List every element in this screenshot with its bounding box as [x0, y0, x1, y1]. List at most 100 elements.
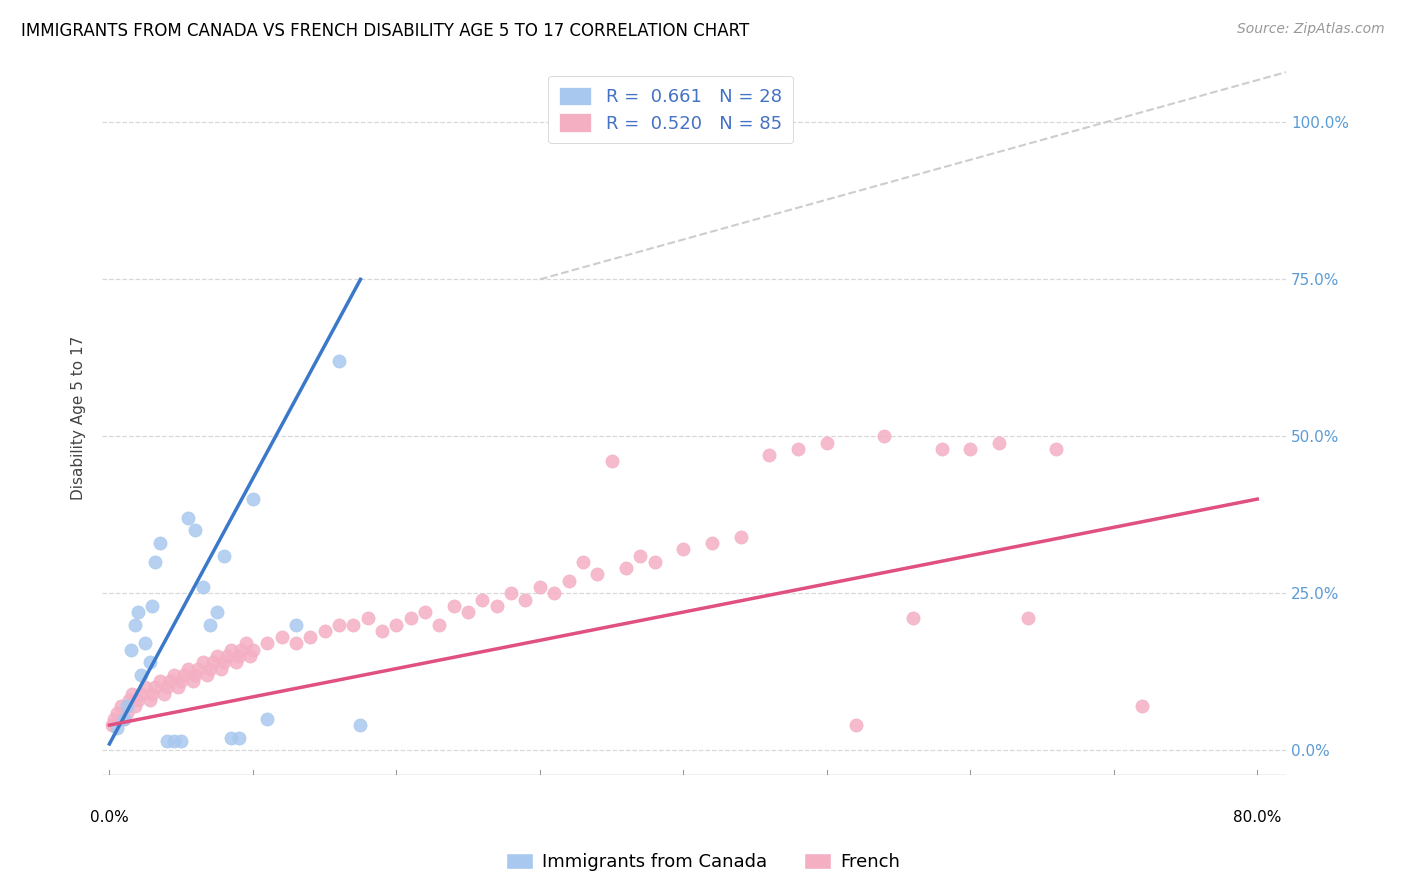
Point [299, 630, 322, 644]
Point [149, 674, 172, 689]
Point [543, 586, 565, 600]
Point [101, 718, 124, 732]
Point [134, 636, 156, 650]
Point [529, 580, 551, 594]
Point [181, 674, 204, 689]
Point [988, 435, 1011, 450]
Point [115, 699, 138, 714]
Point [371, 624, 394, 638]
Point [959, 442, 981, 456]
Point [141, 687, 163, 701]
Point [399, 611, 422, 625]
Point [221, 642, 243, 657]
Point [129, 668, 152, 682]
Point [758, 448, 780, 462]
Point [1045, 442, 1067, 456]
Point [177, 662, 200, 676]
Point [198, 662, 221, 676]
Point [141, 599, 163, 613]
Point [103, 712, 125, 726]
Point [225, 656, 247, 670]
Point [149, 536, 172, 550]
Point [349, 718, 371, 732]
Point [195, 668, 218, 682]
Point [787, 442, 810, 456]
Point [156, 681, 179, 695]
Point [143, 555, 166, 569]
Point [730, 530, 752, 544]
Point [873, 429, 896, 443]
Point [586, 567, 609, 582]
Point [700, 536, 723, 550]
Point [931, 442, 953, 456]
Point [342, 617, 364, 632]
Point [205, 605, 228, 619]
Point [127, 605, 149, 619]
Point [138, 656, 160, 670]
Point [209, 662, 232, 676]
Point [127, 693, 149, 707]
Point [124, 617, 146, 632]
Point [557, 574, 579, 588]
Point [187, 662, 209, 676]
Point [184, 668, 207, 682]
Point [235, 636, 257, 650]
Point [628, 549, 651, 563]
Point [242, 492, 264, 507]
Point [239, 648, 262, 663]
Point [356, 611, 378, 625]
Point [170, 674, 193, 689]
Point [413, 605, 436, 619]
Point [153, 687, 176, 701]
Point [115, 706, 138, 720]
Point [112, 712, 135, 726]
Point [515, 592, 537, 607]
Point [901, 611, 924, 625]
Point [163, 668, 186, 682]
Text: Source: ZipAtlas.com: Source: ZipAtlas.com [1237, 22, 1385, 37]
Point [644, 555, 666, 569]
Legend: Immigrants from Canada, French: Immigrants from Canada, French [499, 846, 907, 879]
Point [256, 712, 278, 726]
Point [457, 605, 479, 619]
Text: 80.0%: 80.0% [1233, 810, 1281, 825]
Point [385, 617, 408, 632]
Point [242, 642, 264, 657]
Text: IMMIGRANTS FROM CANADA VS FRENCH DISABILITY AGE 5 TO 17 CORRELATION CHART: IMMIGRANTS FROM CANADA VS FRENCH DISABIL… [21, 22, 749, 40]
Point [156, 734, 179, 748]
Point [212, 549, 235, 563]
Point [314, 624, 336, 638]
Point [284, 636, 307, 650]
Point [228, 648, 250, 663]
Point [191, 656, 214, 670]
Point [672, 542, 695, 557]
Y-axis label: Disability Age 5 to 17: Disability Age 5 to 17 [72, 335, 86, 500]
Point [212, 656, 235, 670]
Point [429, 617, 451, 632]
Text: 0.0%: 0.0% [90, 810, 129, 825]
Point [163, 734, 186, 748]
Point [443, 599, 465, 613]
Point [815, 435, 838, 450]
Point [143, 681, 166, 695]
Point [198, 617, 221, 632]
Point [1017, 611, 1039, 625]
Point [471, 592, 494, 607]
Point [1132, 699, 1154, 714]
Point [501, 586, 523, 600]
Point [112, 712, 135, 726]
Point [124, 699, 146, 714]
Point [485, 599, 508, 613]
Point [221, 731, 243, 745]
Point [844, 718, 866, 732]
Point [110, 699, 132, 714]
Point [328, 617, 350, 632]
Point [138, 693, 160, 707]
Point [118, 693, 141, 707]
Point [215, 648, 238, 663]
Point [184, 524, 207, 538]
Point [191, 580, 214, 594]
Point [256, 636, 278, 650]
Point [231, 642, 253, 657]
Point [228, 731, 250, 745]
